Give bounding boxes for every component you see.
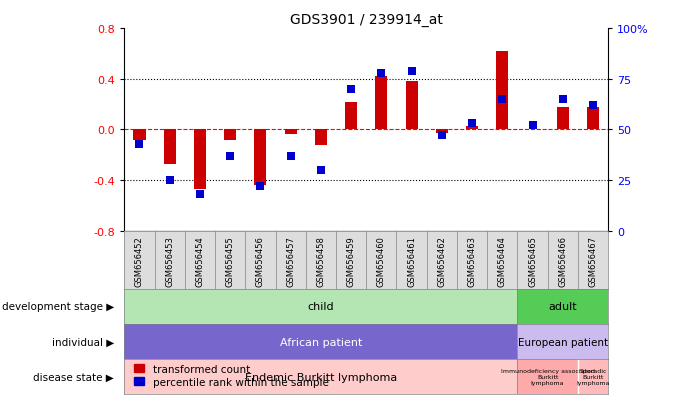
Text: GSM656456: GSM656456 [256,236,265,287]
Point [164,177,176,184]
Point [557,96,568,103]
Text: development stage ▶: development stage ▶ [2,301,114,312]
Text: GSM656454: GSM656454 [196,236,205,287]
Bar [164,130,176,164]
Text: GSM656462: GSM656462 [437,236,446,287]
Text: Sporadic
Burkitt
lymphoma: Sporadic Burkitt lymphoma [576,368,609,385]
Point [466,121,477,127]
Text: GSM656455: GSM656455 [226,236,235,287]
Point [376,70,387,77]
Bar [315,130,327,145]
Text: disease state ▶: disease state ▶ [33,372,114,382]
Bar [578,359,608,394]
Point [346,86,357,93]
Text: GSM656466: GSM656466 [558,236,567,287]
Point [527,123,538,129]
Bar [375,77,388,130]
Legend: transformed count, percentile rank within the sample: transformed count, percentile rank withi… [130,360,332,391]
Point [587,102,598,109]
Text: individual ▶: individual ▶ [52,337,114,347]
Text: GSM656464: GSM656464 [498,236,507,287]
Bar [587,107,599,130]
Text: GSM656453: GSM656453 [165,236,174,287]
Bar [224,130,236,140]
Bar [124,289,518,324]
Text: European patient: European patient [518,337,608,347]
Point [497,96,508,103]
Point [285,153,296,160]
Text: GSM656463: GSM656463 [468,236,477,287]
Point [225,153,236,160]
Bar [518,324,608,359]
Point [315,167,326,174]
Text: Immunodeficiency associated
Burkitt
lymphoma: Immunodeficiency associated Burkitt lymp… [501,368,594,385]
Point [134,141,145,147]
Bar [254,130,267,186]
Bar [557,107,569,130]
Text: adult: adult [549,301,577,312]
Bar [194,130,206,190]
Point [255,183,266,190]
Bar [518,289,608,324]
Text: Endemic Burkitt lymphoma: Endemic Burkitt lymphoma [245,372,397,382]
Text: African patient: African patient [280,337,362,347]
Text: GSM656459: GSM656459 [347,236,356,287]
Text: GSM656458: GSM656458 [316,236,325,287]
Point [194,192,205,198]
Bar [466,126,478,130]
Text: GSM656461: GSM656461 [407,236,416,287]
Point [436,133,447,140]
Bar [345,102,357,130]
Text: GSM656452: GSM656452 [135,236,144,287]
Bar [496,52,509,130]
Bar [124,324,518,359]
Bar [124,359,518,394]
Text: GSM656460: GSM656460 [377,236,386,287]
Title: GDS3901 / 239914_at: GDS3901 / 239914_at [290,12,443,26]
Bar [133,130,146,140]
Bar [285,130,296,135]
Text: GSM656457: GSM656457 [286,236,295,287]
Text: child: child [307,301,334,312]
Bar [406,82,417,130]
Bar [518,359,578,394]
Point [406,68,417,75]
Text: GSM656465: GSM656465 [528,236,537,287]
Text: GSM656467: GSM656467 [589,236,598,287]
Bar [436,130,448,134]
